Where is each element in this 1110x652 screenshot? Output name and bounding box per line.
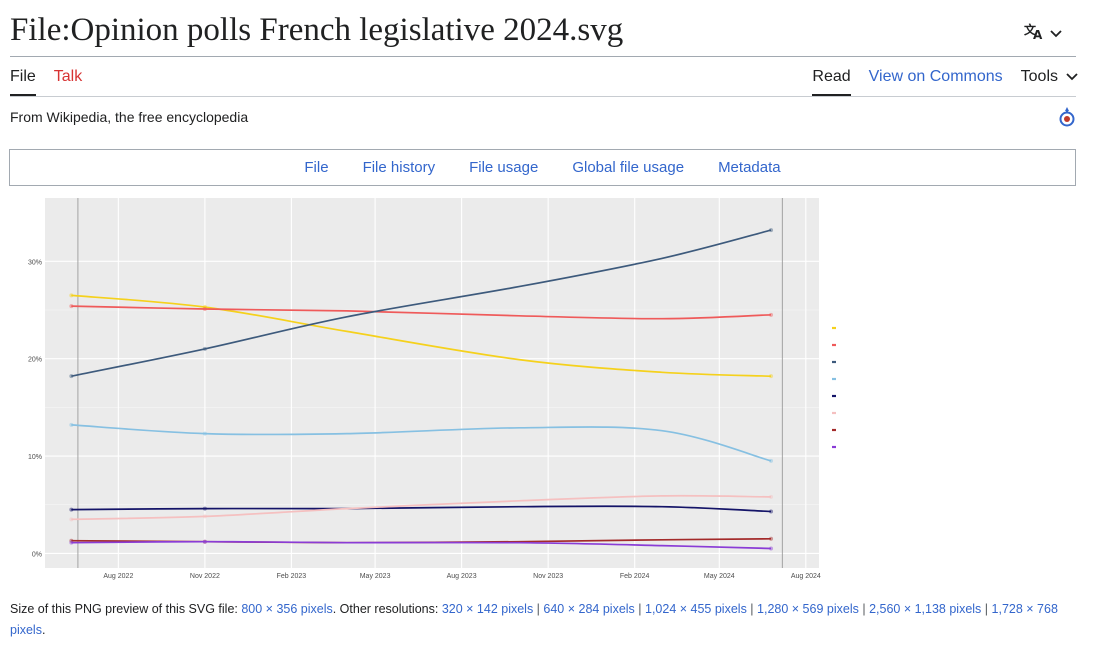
- preview-size-link[interactable]: 800 × 356 pixels: [241, 602, 333, 616]
- resolution-link[interactable]: 640 × 284 pixels: [543, 602, 635, 616]
- caption-other-label: . Other resolutions:: [332, 602, 442, 616]
- tools-menu[interactable]: Tools: [1021, 68, 1078, 86]
- series-point: [69, 422, 74, 427]
- poll-chart-image[interactable]: 0% 10% 20% 30% Aug 2022 Nov 2022 Feb 2023 May 2…: [16, 196, 896, 586]
- series-point: [202, 346, 207, 351]
- series-line-ens-dvc: [71, 294, 772, 378]
- x-tick-label: May 2023: [360, 573, 391, 580]
- resolution-link[interactable]: 320 × 142 pixels: [441, 602, 534, 616]
- series-point: [202, 307, 207, 311]
- series-point: [769, 312, 774, 317]
- series-point: [69, 507, 74, 512]
- svg-text:文: 文: [1024, 22, 1037, 37]
- series-line-dfl-lp: [71, 540, 772, 550]
- plot-background: [45, 198, 819, 568]
- series-point: [769, 228, 774, 233]
- series-line-lr-dvd: [71, 424, 772, 462]
- series-point: [769, 509, 774, 514]
- x-tick-label: Nov 2023: [533, 573, 563, 580]
- series-point: [769, 546, 774, 551]
- chevron-down-icon: [1066, 68, 1078, 86]
- tab-read[interactable]: Read: [812, 68, 851, 96]
- y-tick-label: 0%: [32, 551, 42, 558]
- x-tick-label: May 2024: [704, 573, 735, 580]
- series-point: [202, 539, 207, 544]
- x-tick-label: Aug 2024: [791, 573, 821, 580]
- nav-file-history[interactable]: File history: [362, 159, 436, 176]
- series-point: [769, 494, 774, 499]
- chevron-down-icon: [1050, 27, 1062, 41]
- nav-file[interactable]: File: [304, 159, 329, 176]
- x-tick-label: Nov 2022: [190, 573, 220, 580]
- nav-global-file-usage[interactable]: Global file usage: [572, 159, 685, 176]
- resolution-link[interactable]: 1,024 × 455 pixels: [645, 602, 747, 616]
- series-point: [69, 304, 74, 309]
- resolution-link[interactable]: 1,728 × 768 pixels: [10, 602, 1058, 637]
- tagline: From Wikipedia, the free encyclopedia: [10, 109, 249, 125]
- x-tick-label: Feb 2023: [277, 573, 307, 580]
- series-point: [69, 293, 74, 298]
- tab-file[interactable]: File: [10, 68, 36, 96]
- commons-logo-icon[interactable]: [1058, 106, 1076, 128]
- page-title: File:Opinion polls French legislative 20…: [10, 12, 624, 48]
- language-button[interactable]: 文 A: [1024, 22, 1062, 45]
- nav-metadata[interactable]: Metadata: [718, 159, 781, 176]
- x-tick-label: Aug 2022: [103, 573, 133, 580]
- resolution-link[interactable]: 2,560 × 1,138 pixels: [869, 602, 982, 616]
- poll-chart: 0% 10% 20% 30% Aug 2022 Nov 2022 Feb 2023 May 2…: [28, 198, 896, 580]
- x-tick-label: Feb 2024: [620, 573, 650, 580]
- series-line-nfp: [71, 305, 772, 320]
- resolution-link[interactable]: 1,280 × 569 pixels: [757, 602, 859, 616]
- x-tick-label: Aug 2023: [447, 573, 477, 580]
- series-point: [202, 305, 207, 310]
- caption-suffix: .: [41, 623, 46, 637]
- y-tick-label: 10%: [28, 454, 42, 461]
- series-point: [769, 458, 774, 463]
- translate-icon: 文 A: [1024, 22, 1044, 45]
- tab-talk[interactable]: Talk: [53, 68, 83, 85]
- series-line-rec: [71, 505, 772, 513]
- series-point: [202, 431, 207, 436]
- series-point: [202, 506, 207, 511]
- series-point: [69, 540, 74, 545]
- series-line-rn: [71, 229, 772, 378]
- series-point: [69, 374, 74, 379]
- namespace-tabs: File Talk: [10, 68, 82, 96]
- image-caption: Size of this PNG preview of this SVG fil…: [10, 602, 1058, 637]
- tools-label: Tools: [1020, 68, 1058, 85]
- view-tabs: Read View on Commons Tools: [812, 68, 1078, 96]
- series-point: [202, 514, 207, 519]
- nav-file-usage[interactable]: File usage: [469, 159, 539, 176]
- svg-text:A: A: [1033, 28, 1043, 40]
- title-divider: [10, 56, 1076, 57]
- series-point: [69, 538, 74, 543]
- series-point: [69, 517, 74, 522]
- y-tick-label: 20%: [28, 357, 42, 364]
- series-point: [769, 536, 774, 541]
- caption-prefix: Size of this PNG preview of this SVG fil…: [10, 602, 242, 616]
- tab-view-on-commons[interactable]: View on Commons: [868, 68, 1003, 85]
- tabs-divider: [10, 96, 1076, 97]
- y-tick-label: 30%: [28, 259, 42, 266]
- series-point: [769, 374, 774, 379]
- file-section-nav: File File history File usage Global file…: [9, 149, 1076, 186]
- series-line-dvg-prg: [71, 494, 772, 521]
